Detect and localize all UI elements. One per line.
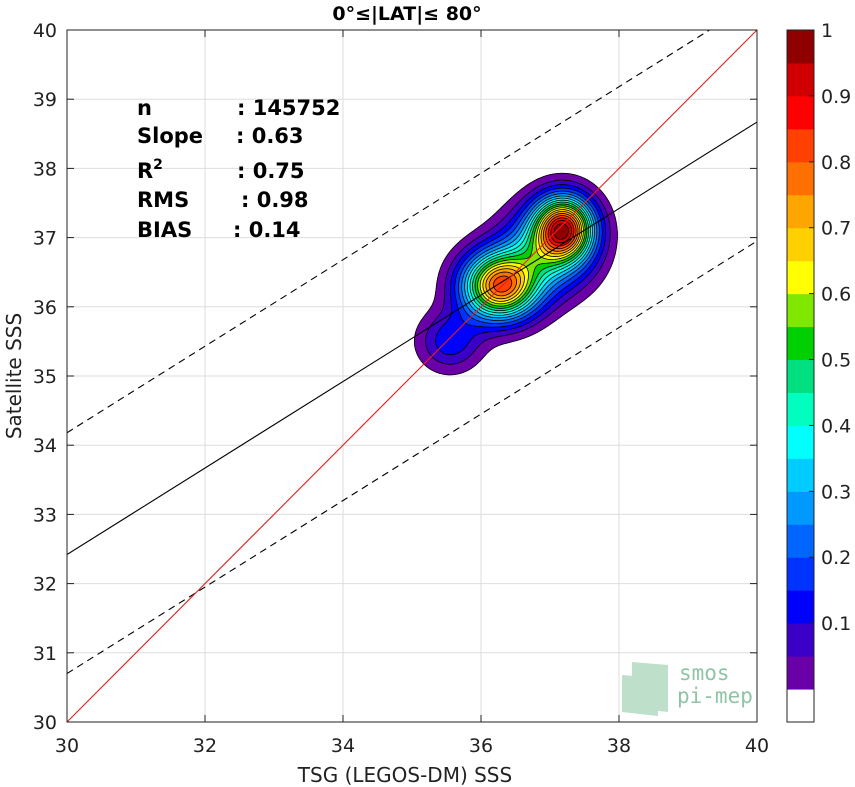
stat-slope-label: Slope [137, 124, 203, 148]
x-tick-label: 38 [607, 735, 631, 757]
logo-waves-icon [622, 662, 668, 716]
regression-line [67, 121, 757, 556]
stat-bias-label: BIAS [137, 218, 192, 242]
colorbar-frame [786, 29, 815, 723]
y-axis-label: Satellite SSS [2, 313, 26, 439]
y-axis-ticks: 30 31 32 33 34 35 36 37 38 39 40 [33, 20, 757, 734]
upper-bound-line [67, 30, 711, 434]
y-tick-label: 32 [33, 574, 57, 596]
colorbar-tick-label: 0.4 [821, 415, 851, 437]
colorbar-tick-label: 0.8 [821, 152, 851, 174]
colorbar-tick-label: 0.6 [821, 284, 851, 306]
colorbar-segment [787, 293, 814, 328]
colorbar-segment [787, 689, 814, 723]
contour-line [466, 197, 593, 316]
colorbar-tick-label: 0.5 [821, 350, 851, 372]
contour-line [461, 193, 598, 321]
contour-line [488, 213, 579, 297]
colorbar-tick-label: 0.3 [821, 481, 851, 503]
contour-line [550, 219, 572, 244]
contour-line [492, 215, 577, 293]
colorbar-segment [787, 392, 814, 426]
y-tick-label: 31 [33, 643, 57, 665]
colorbar-tick-label: 0.9 [821, 86, 851, 108]
chart-title: 0°≤|LAT|≤ 80° [332, 3, 481, 25]
y-tick-label: 40 [33, 20, 57, 42]
stat-r2-superscript: 2 [153, 157, 163, 173]
colorbar-segment [787, 524, 814, 558]
colorbar-segment [787, 95, 814, 130]
colorbar-segment [787, 656, 814, 690]
contour-line [464, 195, 596, 319]
colorbar-segment [787, 161, 814, 196]
contour-line [477, 205, 586, 307]
x-axis-ticks: 30 32 34 36 38 40 [55, 30, 769, 757]
x-tick-label: 30 [55, 735, 79, 757]
y-tick-label: 35 [33, 366, 57, 388]
stat-slope-value: : 0.63 [236, 124, 304, 148]
y-tick-label: 33 [33, 504, 57, 526]
contour-line [413, 172, 618, 376]
contour-line [485, 211, 581, 300]
contour-line [469, 199, 591, 314]
colorbar [786, 29, 815, 723]
y-tick-label: 34 [33, 435, 57, 457]
y-tick-label: 30 [33, 712, 57, 734]
y-tick-label: 38 [33, 158, 57, 180]
stat-n-label: n [137, 96, 152, 120]
lower-bound-line [67, 240, 757, 675]
fit-lines [67, 30, 757, 722]
x-axis-label: TSG (LEGOS-DM) SSS [297, 763, 512, 787]
colorbar-segment [787, 227, 814, 262]
x-tick-label: 32 [193, 735, 217, 757]
colorbar-segment [787, 458, 814, 492]
stat-n-value: : 145752 [237, 96, 340, 120]
colorbar-tick-label: 0.7 [821, 218, 851, 240]
y-tick-label: 37 [33, 228, 57, 250]
x-tick-label: 36 [469, 735, 493, 757]
colorbar-segment [787, 326, 814, 361]
density-contours [413, 172, 618, 376]
colorbar-segment [787, 359, 814, 393]
colorbar-ticks: 0.1 0.2 0.3 0.4 0.5 0.6 0.7 0.8 0.9 1 [809, 20, 851, 635]
contour-line [474, 203, 588, 309]
colorbar-segment [787, 30, 814, 64]
colorbar-segment [787, 590, 814, 624]
stat-r2-label: R2 [137, 157, 163, 183]
colorbar-segment [787, 194, 814, 229]
stat-r2-letter: R [137, 159, 153, 183]
colorbar-tick-label: 0.1 [821, 613, 851, 635]
logo-text-line1: smos [679, 661, 730, 685]
contour-line [458, 190, 600, 324]
colorbar-tick-label: 0.2 [821, 547, 851, 569]
stats-box: n : 145752 Slope : 0.63 R2 : 0.75 RMS : … [137, 96, 340, 242]
y-tick-label: 36 [33, 297, 57, 319]
contour-line [472, 201, 590, 312]
x-tick-label: 34 [331, 735, 355, 757]
stat-r2-value: : 0.75 [237, 159, 305, 183]
colorbar-segment [787, 623, 814, 657]
colorbar-segment [787, 260, 814, 295]
smos-pi-mep-logo: smos pi-mep [622, 661, 753, 716]
y-tick-label: 39 [33, 89, 57, 111]
contour-line [454, 187, 603, 328]
stat-bias-value: : 0.14 [233, 218, 301, 242]
colorbar-segment [787, 491, 814, 525]
colorbar-segment [787, 62, 814, 97]
one-to-one-line [67, 30, 757, 722]
stat-rms-label: RMS [137, 188, 189, 212]
colorbar-tick-label: 1 [821, 20, 833, 42]
contour-line [547, 217, 575, 247]
contour-line [482, 209, 583, 302]
contour-line [425, 179, 611, 365]
logo-text-line2: pi-mep [677, 684, 753, 708]
colorbar-segment [787, 425, 814, 459]
contour-line [435, 184, 607, 356]
x-tick-label: 40 [745, 735, 769, 757]
colorbar-segment [787, 128, 814, 163]
contour-line [553, 223, 569, 240]
colorbar-segment [787, 557, 814, 591]
stat-rms-value: : 0.98 [241, 188, 309, 212]
